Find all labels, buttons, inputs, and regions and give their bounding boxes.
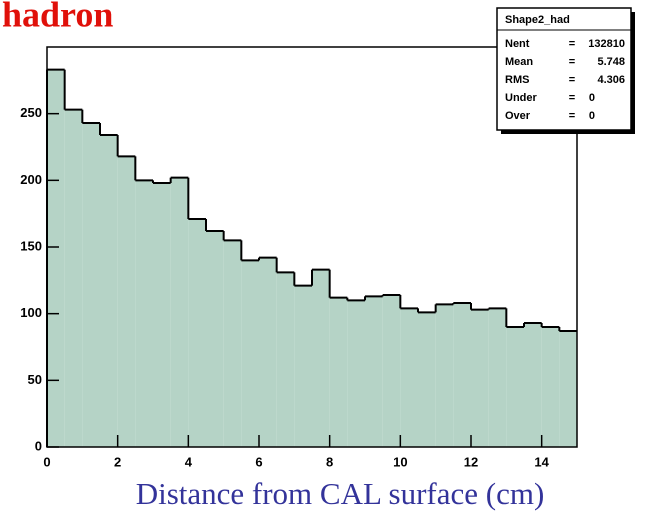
bar <box>135 180 153 448</box>
x-tick-label: 4 <box>185 454 193 469</box>
bar <box>259 257 277 447</box>
x-tick-label: 12 <box>464 454 478 469</box>
stats-equals: = <box>569 56 575 68</box>
bar <box>223 240 242 447</box>
bar <box>559 331 577 447</box>
bar <box>82 123 100 447</box>
y-tick-label: 200 <box>20 172 42 187</box>
bar <box>329 297 348 447</box>
x-tick-label: 6 <box>255 454 262 469</box>
stats-equals: = <box>569 38 575 50</box>
bar <box>100 135 118 447</box>
x-tick-label: 0 <box>43 454 50 469</box>
y-tick-label: 0 <box>35 438 42 453</box>
x-axis-label: Distance from CAL surface (cm) <box>136 476 545 511</box>
stats-value: 0 <box>589 110 595 122</box>
bar <box>435 304 454 447</box>
bar <box>471 309 489 447</box>
stats-equals: = <box>569 92 575 104</box>
stats-value: 4.306 <box>597 74 625 86</box>
bar <box>524 323 542 447</box>
y-tick-label: 50 <box>28 372 42 387</box>
bar <box>188 219 206 447</box>
bar <box>206 231 224 447</box>
stats-equals: = <box>569 110 575 122</box>
stats-box <box>496 7 632 131</box>
bar <box>418 312 436 447</box>
bar <box>400 308 418 447</box>
bar <box>294 285 312 447</box>
y-tick-label: 150 <box>20 238 42 253</box>
bar <box>453 303 471 447</box>
stats-value: 0 <box>589 92 595 104</box>
bar <box>276 272 295 447</box>
x-tick-label: 14 <box>534 454 549 469</box>
bar <box>541 327 560 447</box>
bar <box>47 69 65 448</box>
bar <box>488 308 507 447</box>
chart-title: hadron <box>2 0 113 34</box>
y-tick-label: 250 <box>20 105 42 120</box>
stats-label: Mean <box>505 56 533 68</box>
bar <box>347 300 365 447</box>
stats-value: 5.748 <box>597 56 625 68</box>
bar <box>312 269 330 447</box>
bar <box>506 327 524 447</box>
stats-label: Under <box>505 92 538 104</box>
x-tick-label: 2 <box>114 454 121 469</box>
stats-label: Nent <box>505 38 530 50</box>
y-tick-label: 100 <box>20 305 42 320</box>
bar <box>153 183 171 447</box>
x-tick-label: 10 <box>393 454 407 469</box>
stats-title: Shape2_had <box>505 14 570 26</box>
bar <box>382 295 401 447</box>
bar <box>170 177 189 447</box>
bar <box>64 109 83 448</box>
stats-equals: = <box>569 74 575 86</box>
stats-label: RMS <box>505 74 529 86</box>
bar <box>241 260 259 447</box>
stats-label: Over <box>505 110 531 122</box>
x-tick-label: 8 <box>326 454 333 469</box>
bar <box>365 296 383 447</box>
bar <box>117 156 136 448</box>
stats-value: 132810 <box>588 38 625 50</box>
